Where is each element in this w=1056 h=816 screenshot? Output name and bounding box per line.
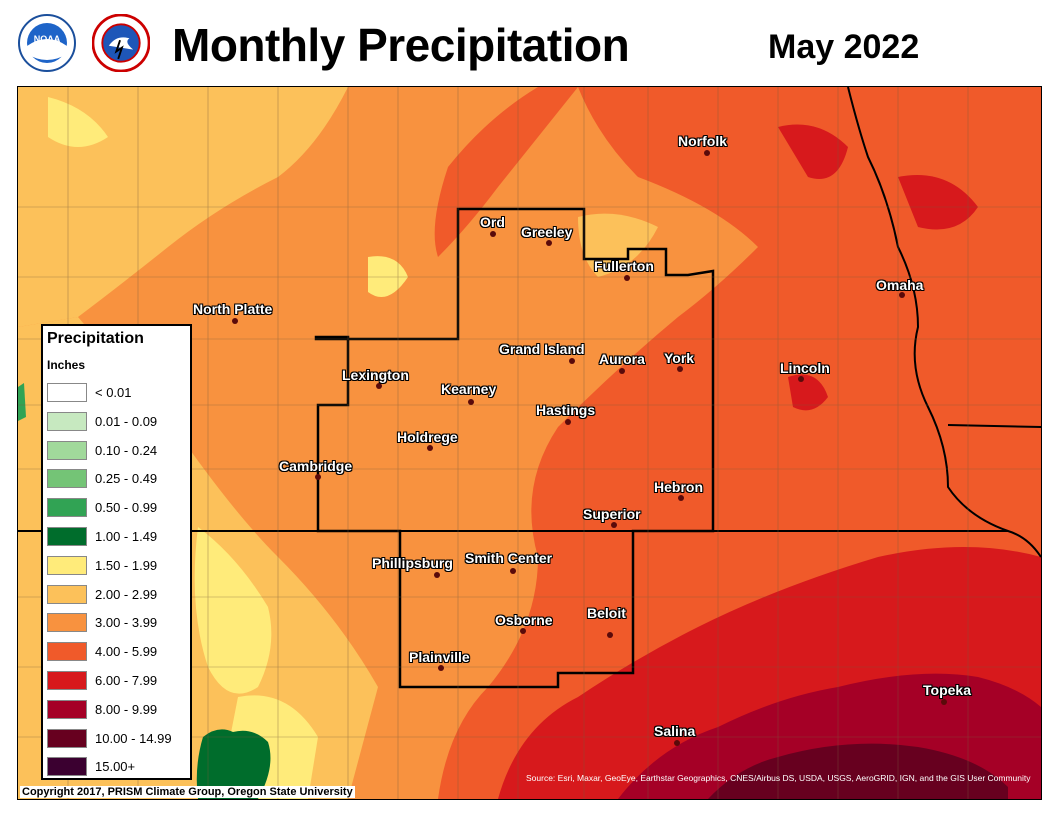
legend-label: 10.00 - 14.99: [95, 730, 172, 746]
legend-item: 1.50 - 1.99: [47, 555, 187, 576]
legend-label: 1.00 - 1.49: [95, 529, 158, 544]
city-label-lexington: Lexington: [342, 367, 409, 383]
source-attribution: Source: Esri, Maxar, GeoEye, Earthstar G…: [526, 773, 1031, 783]
legend-swatch: [47, 671, 87, 690]
city-label-omaha: Omaha: [876, 277, 924, 293]
nws-logo-icon: [92, 14, 150, 72]
city-label-plainville: Plainville: [409, 649, 470, 665]
noaa-logo-icon: NOAA: [18, 14, 76, 72]
date-label: May 2022: [768, 28, 920, 66]
legend-item: 3.00 - 3.99: [47, 613, 187, 633]
legend-swatch: [47, 469, 87, 489]
legend-swatch: [47, 613, 87, 633]
legend-label: 8.00 - 9.99: [95, 701, 158, 717]
legend-swatch: [47, 642, 87, 662]
city-label-topeka: Topeka: [923, 682, 971, 698]
city-label-aurora: Aurora: [599, 351, 645, 367]
legend-swatch: [47, 757, 87, 777]
city-label-fullerton: Fullerton: [594, 258, 654, 274]
city-label-greeley: Greeley: [521, 224, 573, 240]
legend-item: 1.00 - 1.49: [47, 527, 187, 547]
city-label-smith-center: Smith Center: [465, 550, 553, 566]
legend-item: 2.00 - 2.99: [47, 584, 187, 605]
legend-item: < 0.01: [47, 383, 187, 403]
city-label-grand-island: Grand Island: [499, 341, 585, 357]
city-label-hastings: Hastings: [536, 402, 596, 418]
legend-title: Precipitation: [47, 330, 144, 347]
legend-label: 2.00 - 2.99: [95, 586, 158, 602]
legend-swatch: [47, 383, 87, 402]
legend-label: 15.00+: [95, 759, 136, 775]
legend-label: 0.01 - 0.09: [95, 413, 158, 429]
legend-item: 0.25 - 0.49: [47, 469, 187, 489]
legend-label: 6.00 - 7.99: [95, 673, 158, 688]
legend-label: 1.50 - 1.99: [95, 557, 158, 573]
legend-swatch: [47, 728, 87, 748]
legend-label: 0.25 - 0.49: [95, 471, 158, 487]
legend-label: < 0.01: [95, 385, 132, 400]
city-label-superior: Superior: [583, 506, 641, 522]
legend-swatch: [47, 555, 87, 575]
precipitation-map: Norfolk Ord Greeley Fullerton Omaha Nort…: [17, 86, 1042, 800]
legend-label: 0.10 - 0.24: [95, 442, 158, 458]
legend-item: 6.00 - 7.99: [47, 671, 187, 691]
legend-swatch: [47, 584, 87, 604]
legend-units: Inches: [47, 358, 86, 372]
city-label-kearney: Kearney: [441, 381, 497, 397]
legend-item: 10.00 - 14.99: [47, 728, 187, 749]
city-label-ord: Ord: [480, 214, 505, 230]
legend-item: 0.01 - 0.09: [47, 411, 187, 432]
city-label-salina: Salina: [654, 723, 696, 739]
legend-item: 8.00 - 9.99: [47, 699, 187, 720]
legend-swatch: [47, 699, 87, 719]
legend-swatch: [47, 411, 87, 431]
city-label-holdrege: Holdrege: [397, 429, 458, 445]
city-label-cambridge: Cambridge: [279, 458, 353, 474]
legend-item: 4.00 - 5.99: [47, 642, 187, 662]
legend-label: 4.00 - 5.99: [95, 644, 158, 660]
city-label-osborne: Osborne: [495, 612, 553, 628]
city-label-north-platte: North Platte: [193, 301, 273, 317]
city-label-hebron: Hebron: [654, 479, 703, 495]
copyright-text: Copyright 2017, PRISM Climate Group, Ore…: [20, 786, 355, 798]
city-label-beloit: Beloit: [587, 605, 626, 621]
svg-text:NOAA: NOAA: [34, 34, 61, 44]
city-label-norfolk: Norfolk: [678, 133, 727, 149]
city-label-york: York: [664, 350, 695, 366]
header: NOAA Monthly Precipitation May 2022: [0, 0, 1056, 86]
legend-item: 15.00+: [47, 757, 187, 777]
legend-swatch: [47, 527, 87, 546]
legend-item: 0.10 - 0.24: [47, 440, 187, 461]
legend-swatch: [47, 440, 87, 460]
page-title: Monthly Precipitation: [172, 19, 630, 71]
legend-label: 3.00 - 3.99: [95, 615, 158, 631]
legend-label: 0.50 - 0.99: [95, 500, 158, 516]
city-label-phillipsburg: Phillipsburg: [372, 555, 453, 571]
legend-swatch: [47, 498, 87, 518]
city-label-lincoln: Lincoln: [780, 360, 830, 376]
legend: Precipitation Inches < 0.01 0.01 - 0.09 0.…: [41, 324, 192, 780]
legend-item: 0.50 - 0.99: [47, 498, 187, 518]
